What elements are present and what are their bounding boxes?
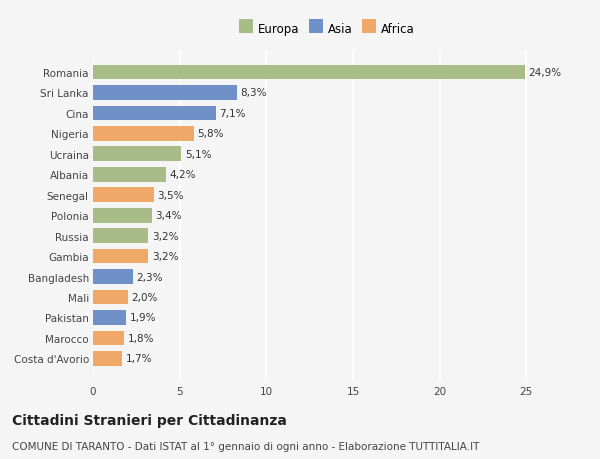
Bar — [93, 351, 122, 366]
Text: 5,8%: 5,8% — [197, 129, 223, 139]
Bar — [93, 331, 124, 346]
Text: COMUNE DI TARANTO - Dati ISTAT al 1° gennaio di ogni anno - Elaborazione TUTTITA: COMUNE DI TARANTO - Dati ISTAT al 1° gen… — [12, 441, 479, 451]
Text: 3,2%: 3,2% — [152, 231, 178, 241]
Text: 1,9%: 1,9% — [130, 313, 156, 323]
Bar — [93, 106, 216, 121]
Bar — [93, 147, 181, 162]
Bar — [93, 208, 152, 223]
Bar — [93, 310, 126, 325]
Bar — [93, 269, 133, 284]
Legend: Europa, Asia, Africa: Europa, Asia, Africa — [237, 20, 417, 38]
Text: Cittadini Stranieri per Cittadinanza: Cittadini Stranieri per Cittadinanza — [12, 413, 287, 427]
Text: 24,9%: 24,9% — [528, 68, 561, 78]
Text: 7,1%: 7,1% — [220, 109, 246, 119]
Bar — [93, 249, 148, 264]
Bar — [93, 86, 237, 101]
Text: 3,4%: 3,4% — [155, 211, 182, 221]
Text: 3,2%: 3,2% — [152, 252, 178, 262]
Text: 1,8%: 1,8% — [128, 333, 154, 343]
Bar — [93, 229, 148, 243]
Bar — [93, 188, 154, 203]
Bar — [93, 290, 128, 305]
Text: 2,0%: 2,0% — [131, 292, 158, 302]
Bar — [93, 127, 194, 141]
Text: 8,3%: 8,3% — [241, 88, 267, 98]
Text: 3,5%: 3,5% — [157, 190, 184, 200]
Text: 1,7%: 1,7% — [126, 353, 152, 364]
Text: 5,1%: 5,1% — [185, 150, 211, 159]
Text: 2,3%: 2,3% — [136, 272, 163, 282]
Text: 4,2%: 4,2% — [169, 170, 196, 180]
Bar — [93, 66, 524, 80]
Bar — [93, 168, 166, 182]
